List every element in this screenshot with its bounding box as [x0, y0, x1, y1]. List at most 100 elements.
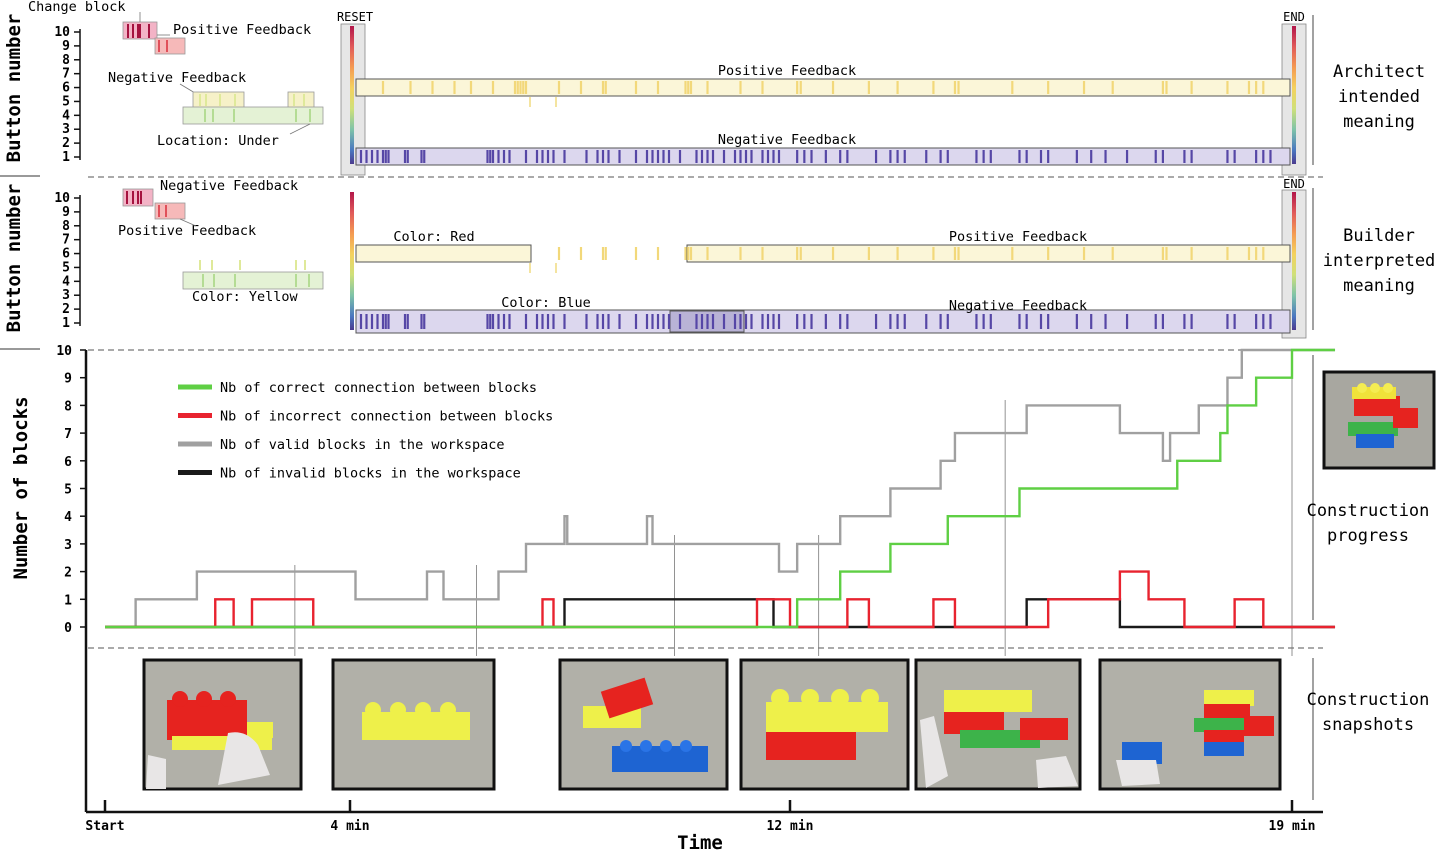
y-tick-label: 0: [64, 621, 72, 636]
y-tick-label: 2: [62, 302, 70, 317]
series-line-1: [105, 348, 1336, 629]
builder-positive-feedback-label: Positive Feedback: [118, 223, 256, 239]
snapshot-5: [914, 658, 1082, 791]
progress-legend: Nb of correct connection between blocks N…: [178, 380, 553, 482]
series-line-4: [105, 598, 1336, 629]
y-tick-label: 4: [62, 274, 70, 289]
y-tick-label: 9: [62, 39, 70, 54]
arch-button6-presses: [381, 81, 1265, 94]
reset-label: RESET: [337, 10, 373, 24]
series-line-2: [105, 570, 1336, 629]
builder-negative-group-label: Negative Feedback: [949, 298, 1087, 314]
y-tick-label: 3: [62, 288, 70, 303]
y-tick-label: 8: [62, 53, 70, 68]
y-tick-label: 10: [54, 191, 70, 206]
time-tick-label: Start: [85, 819, 124, 834]
builder-button1-presses: [359, 314, 1272, 329]
progress-series: [105, 348, 1336, 629]
y-tick-label: 9: [64, 372, 72, 387]
builder-positive-group: [686, 244, 1291, 263]
arch-button1-presses: [359, 150, 1272, 163]
time-tick-label: 12 min: [767, 819, 814, 834]
y-tick-label: 4: [64, 510, 72, 525]
architect-legend-annotations: Change block Positive Feedback Negative …: [28, 0, 324, 149]
end-label: END: [1283, 10, 1305, 24]
snapshot-3: [558, 658, 729, 791]
y-tick-label: 5: [62, 260, 70, 275]
final-structure-snapshot: [1322, 370, 1436, 470]
arch-negative-feedback-label: Negative Feedback: [108, 70, 246, 86]
y-tick-label: 8: [64, 399, 72, 414]
builder-negative-group: [355, 309, 1291, 334]
y-tick-label: 6: [62, 247, 70, 262]
architect-ylabel: Button number: [3, 14, 25, 163]
snapshot-time-lines: [294, 350, 1293, 656]
color-red-label: Color: Red: [393, 229, 474, 245]
progress-y-ticks: 0 1 2 3 4 5 6 7 8 9 10: [56, 344, 86, 636]
y-tick-label: 1: [62, 316, 70, 331]
color-red-group: [355, 244, 532, 263]
arch-negative-group-label: Negative Feedback: [718, 132, 856, 148]
time-axis-ticks: Start 4 min 12 min 19 min: [85, 800, 1315, 834]
snapshot-6: [1098, 658, 1282, 791]
positive-feedback-swatch: [154, 37, 186, 55]
y-tick-label: 6: [62, 81, 70, 96]
progress-side-label: Construction progress: [1307, 501, 1430, 546]
y-tick-label: 5: [62, 94, 70, 109]
time-axis-label: Time: [677, 832, 723, 851]
legend-label: Nb of valid blocks in the workspace: [220, 437, 504, 453]
legend-label: Nb of incorrect connection between block…: [220, 409, 553, 425]
builder-negative-feedback-label: Negative Feedback: [160, 178, 298, 194]
y-tick-label: 4: [62, 108, 70, 123]
y-tick-label: 3: [64, 538, 72, 553]
y-tick-label: 8: [62, 219, 70, 234]
snapshot-2: [331, 658, 496, 791]
arch-positive-feedback-label: Positive Feedback: [173, 22, 311, 38]
snapshot-4: [739, 658, 910, 791]
builder-button6-presses: [557, 247, 1265, 260]
architect-side-label: Architect intended meaning: [1333, 62, 1425, 132]
location-under-label: Location: Under: [157, 133, 279, 149]
arch-positive-group-label: Positive Feedback: [718, 63, 856, 79]
location-under-swatch: [182, 106, 324, 125]
y-tick-label: 1: [64, 593, 72, 608]
y-tick-label: 6: [64, 455, 72, 470]
time-tick-label: 4 min: [330, 819, 369, 834]
builder-legend-annotations: Negative Feedback Positive Feedback Colo…: [118, 178, 324, 305]
y-tick-label: 2: [62, 136, 70, 151]
y-tick-label: 2: [64, 566, 72, 581]
snapshot-1: [142, 658, 303, 791]
arch-negative-group: [355, 147, 1291, 166]
arch-positive-group: [355, 78, 1291, 97]
y-tick-label: 10: [54, 25, 70, 40]
change-block-label: Change block: [28, 0, 126, 15]
color-blue-label: Color: Blue: [501, 295, 590, 311]
y-tick-label: 7: [62, 67, 70, 82]
snapshots-side-label: Construction snapshots: [1307, 690, 1430, 735]
y-tick-label: 9: [62, 205, 70, 220]
color-yellow-label: Color: Yellow: [192, 289, 299, 305]
builder-side-label: Builder interpreted meaning: [1323, 226, 1436, 296]
series-line-3: [105, 348, 1336, 629]
y-tick-label: 7: [64, 427, 72, 442]
y-tick-label: 10: [56, 344, 72, 359]
y-tick-label: 7: [62, 233, 70, 248]
y-tick-label: 3: [62, 122, 70, 137]
end-label-2: END: [1283, 177, 1305, 191]
time-tick-label: 19 min: [1269, 819, 1316, 834]
builder-ylabel: Button number: [3, 184, 25, 333]
construction-snapshots: [142, 658, 1282, 791]
builder-positive-group-label: Positive Feedback: [949, 229, 1087, 245]
y-tick-label: 5: [64, 483, 72, 498]
legend-label: Nb of correct connection between blocks: [220, 380, 537, 396]
legend-label: Nb of invalid blocks in the workspace: [220, 466, 521, 482]
progress-ylabel: Number of blocks: [10, 396, 32, 579]
y-tick-label: 1: [62, 150, 70, 165]
